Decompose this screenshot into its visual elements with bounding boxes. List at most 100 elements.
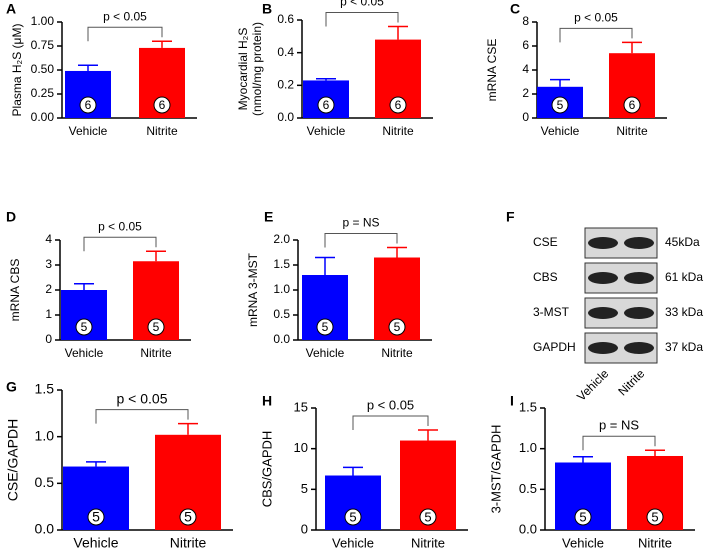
significance-bracket: [352, 415, 429, 430]
panel-label: C: [510, 1, 520, 17]
n-label: 6: [85, 98, 92, 112]
y-tick-label: 0.5: [273, 307, 290, 321]
panel-label: H: [262, 393, 272, 409]
significance-bracket: [324, 233, 398, 248]
n-label: 5: [349, 509, 356, 524]
y-axis-label: (nmol/mg protein): [250, 22, 264, 116]
annotation: p = NS: [342, 216, 379, 230]
n-circle: [317, 96, 335, 114]
n-label: 5: [424, 509, 431, 524]
x-tick-label: Vehicle: [307, 124, 346, 138]
n-label: 6: [629, 98, 636, 112]
x-tick-label: Nitrite: [140, 346, 172, 360]
annotation: p < 0.05: [117, 390, 168, 406]
n-label: 5: [153, 320, 160, 334]
panel-label: D: [6, 209, 16, 225]
lane-label: Vehicle: [574, 366, 611, 403]
size-label: 45kDa: [665, 235, 700, 249]
y-tick-label: 6: [522, 38, 529, 52]
y-tick-label: 1.00: [31, 14, 55, 28]
size-label: 61 kDa: [665, 270, 703, 284]
panel-label: B: [262, 1, 272, 17]
y-tick-label: 1.5: [273, 257, 290, 271]
x-tick-label: Vehicle: [73, 535, 118, 550]
y-axis-label: CBS/GAPDH: [259, 431, 274, 508]
y-tick-label: 15: [294, 399, 308, 414]
blot-band: [588, 237, 618, 249]
annotation: p = NS: [599, 418, 639, 433]
y-tick-label: 1.5: [35, 381, 55, 397]
significance-bracket: [83, 236, 157, 252]
blot-band: [624, 307, 654, 319]
row-label: 3-MST: [533, 305, 570, 319]
y-tick-label: 0: [301, 521, 308, 536]
y-tick-label: 5: [301, 481, 308, 496]
n-circle: [87, 508, 105, 526]
y-tick-label: 0.6: [277, 12, 294, 26]
lane-label: Nitrite: [615, 366, 647, 398]
y-tick-label: 1: [45, 307, 52, 321]
y-tick-label: 0.5: [35, 474, 55, 490]
size-label: 33 kDa: [665, 305, 703, 319]
x-tick-label: Nitrite: [170, 535, 207, 550]
y-tick-label: 4: [522, 62, 529, 76]
n-circle: [147, 318, 165, 336]
y-tick-label: 1.5: [519, 399, 537, 414]
y-tick-label: 3: [45, 257, 52, 271]
x-tick-label: Nitrite: [616, 124, 648, 138]
row-label: CBS: [533, 270, 558, 284]
panel-label: A: [6, 1, 16, 17]
n-circle: [389, 96, 407, 114]
y-tick-label: 8: [522, 14, 529, 28]
x-tick-label: Vehicle: [332, 535, 374, 550]
y-axis-label: Myocardial H₂S: [236, 28, 250, 111]
panel-label: I: [510, 393, 514, 409]
x-tick-label: Nitrite: [638, 535, 672, 550]
blot-band: [624, 237, 654, 249]
y-tick-label: 0.0: [35, 521, 55, 537]
blot-band: [588, 272, 618, 284]
y-tick-label: 0.2: [277, 78, 294, 92]
n-label: 5: [579, 509, 586, 524]
y-axis-label: 3-MST/GAPDH: [488, 425, 503, 514]
x-tick-label: Vehicle: [65, 346, 104, 360]
y-tick-label: 2: [522, 86, 529, 100]
blot-band: [588, 342, 618, 354]
n-label: 5: [322, 320, 329, 334]
y-tick-label: 0.0: [273, 332, 290, 346]
n-circle: [574, 508, 592, 526]
blot-band: [624, 272, 654, 284]
y-axis-label: mRNA CSE: [485, 39, 499, 102]
n-circle: [623, 96, 641, 114]
y-tick-label: 0.4: [277, 45, 294, 59]
x-tick-label: Nitrite: [146, 124, 178, 138]
n-label: 6: [323, 98, 330, 112]
y-tick-label: 4: [45, 232, 52, 246]
panel-label: E: [264, 209, 273, 225]
x-tick-label: Vehicle: [69, 124, 108, 138]
y-tick-label: 0.00: [31, 110, 55, 124]
x-tick-label: Vehicle: [562, 535, 604, 550]
x-tick-label: Nitrite: [381, 346, 413, 360]
annotation: p < 0.05: [98, 219, 142, 233]
y-tick-label: 1.0: [35, 427, 55, 443]
n-circle: [388, 318, 406, 336]
y-tick-label: 0.5: [519, 481, 537, 496]
y-tick-label: 0: [45, 332, 52, 346]
blot-band: [624, 342, 654, 354]
y-tick-label: 0.75: [31, 38, 55, 52]
significance-bracket: [95, 409, 189, 424]
x-tick-label: Vehicle: [541, 124, 580, 138]
n-circle: [646, 508, 664, 526]
y-tick-label: 2.0: [273, 232, 290, 246]
x-tick-label: Nitrite: [382, 124, 414, 138]
y-tick-label: 0.50: [31, 62, 55, 76]
y-tick-label: 0.0: [277, 110, 294, 124]
significance-bracket: [87, 26, 163, 42]
n-circle: [79, 96, 97, 114]
panel-label: G: [6, 379, 17, 395]
n-circle: [153, 96, 171, 114]
y-tick-label: 0.25: [31, 86, 55, 100]
y-tick-label: 1.0: [519, 440, 537, 455]
n-label: 5: [184, 509, 192, 525]
